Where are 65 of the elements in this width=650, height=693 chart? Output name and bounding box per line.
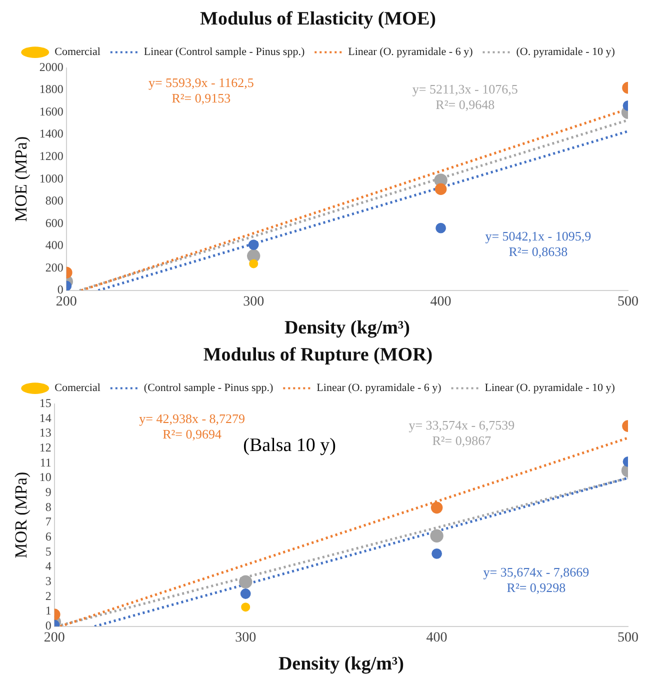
legend-label: Linear (O. pyramidale - 10 y): [484, 382, 616, 394]
y-tick-label: 2000: [39, 60, 64, 74]
x-tick-label: 400: [430, 294, 452, 310]
x-tick-label: 300: [235, 630, 256, 646]
annotation: R²= 0,9298: [506, 580, 566, 595]
y-tick-label: 1000: [39, 171, 64, 186]
annotation: R²= 0,9153: [172, 90, 231, 106]
x-axis-title: Density (kg/m³): [278, 654, 404, 675]
annotation: (Balsa 10 y): [243, 435, 336, 456]
annotation: R²= 0,9867: [432, 433, 492, 448]
y-tick-label: 1800: [39, 82, 64, 96]
y-tick-label: 800: [45, 194, 64, 208]
y-axis-title: MOR (MPa): [12, 472, 31, 558]
annotation: y= 5593,9x - 1162,5: [148, 74, 254, 90]
point: [241, 602, 250, 612]
y-tick-label: 0: [57, 282, 64, 297]
y-tick-label: 7: [45, 514, 52, 529]
legend-label: Comercial: [54, 382, 100, 394]
legend-label: Comercial: [54, 46, 100, 58]
y-tick-label: 1400: [39, 126, 64, 141]
y-tick-label: 9: [45, 484, 52, 499]
y-tick-label: 15: [39, 396, 52, 410]
chart-title: Modulus of Rupture (MOR): [203, 344, 433, 366]
legend-label: Linear (O. pyramidale - 6 y): [348, 46, 474, 58]
y-tick-label: 1: [45, 604, 52, 618]
y-tick-label: 400: [45, 238, 64, 252]
y-tick-label: 4: [45, 559, 52, 574]
annotation: R²= 0,9694: [162, 426, 222, 442]
x-tick-label: 400: [426, 630, 448, 646]
x-tick-label: 200: [56, 294, 77, 310]
y-tick-label: 13: [39, 426, 52, 440]
y-tick-label: 5: [45, 544, 52, 558]
y-tick-label: 3: [45, 574, 52, 588]
legend-label: (O. pyramidale - 10 y): [516, 46, 616, 58]
legend-label: Linear (O. pyramidale - 6 y): [316, 382, 442, 394]
annotation: y= 5042,1x - 1095,9: [485, 228, 592, 244]
x-tick-label: 500: [618, 630, 638, 646]
annotation: y= 42,938x - 8,7279: [139, 410, 246, 426]
y-tick-label: 10: [39, 470, 52, 484]
annotation: y= 35,674x - 7,8669: [483, 564, 590, 580]
annotation: y= 5211,3x - 1076,5: [412, 81, 518, 96]
y-tick-label: 0: [45, 618, 52, 633]
point: [240, 588, 251, 599]
annotation: y= 33,574x - 6,7539: [408, 417, 515, 432]
x-tick-label: 300: [243, 294, 264, 310]
y-tick-label: 6: [45, 530, 52, 544]
y-tick-label: 1200: [39, 148, 64, 163]
y-tick-label: 600: [45, 216, 64, 230]
y-tick-label: 2: [45, 588, 52, 603]
point: [432, 548, 442, 559]
legend-label: (Control sample - Pinus spp.): [144, 382, 274, 394]
x-axis-title: Density (kg/m³): [284, 318, 410, 339]
annotation: R²= 0,9648: [436, 97, 495, 112]
x-tick-label: 500: [618, 294, 638, 310]
y-tick-label: 8: [45, 500, 52, 514]
y-tick-label: 11: [40, 455, 52, 470]
point: [249, 259, 258, 268]
chart-title: Modulus of Elasticity (MOE): [200, 8, 436, 30]
y-axis-title: MOE (MPa): [12, 136, 31, 222]
y-tick-label: 12: [39, 440, 52, 454]
annotation: R²= 0,8638: [508, 244, 568, 259]
legend-label: Linear (Control sample - Pinus spp.): [144, 46, 305, 58]
y-tick-label: 14: [39, 410, 52, 425]
y-tick-label: 1600: [39, 104, 64, 118]
y-tick-label: 200: [45, 260, 64, 274]
